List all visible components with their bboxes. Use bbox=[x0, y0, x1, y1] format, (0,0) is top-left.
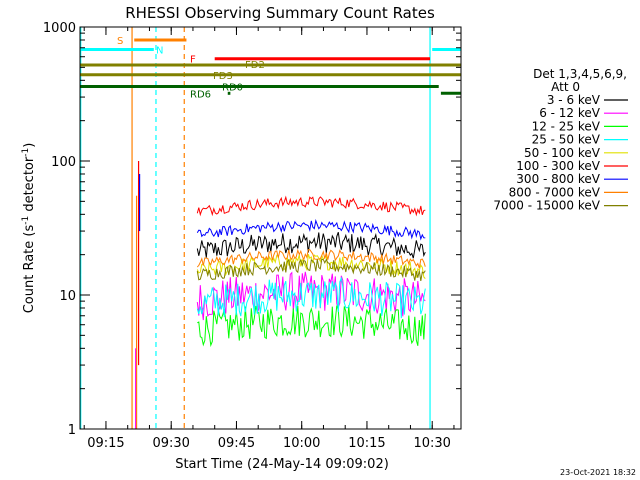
legend-label-7: 800 - 7000 keV bbox=[509, 185, 601, 199]
flag-label-fd3: FD3 bbox=[213, 71, 233, 82]
x-tick-label-2: 09:45 bbox=[218, 436, 255, 451]
legend-label-2: 12 - 25 keV bbox=[532, 119, 601, 133]
series-line-0 bbox=[196, 232, 426, 259]
spike-group bbox=[135, 161, 141, 429]
flag-label-rd0: RD0 bbox=[222, 82, 243, 93]
x-axis-label: Start Time (24-May-14 09:09:02) bbox=[175, 457, 389, 472]
series-line-7 bbox=[196, 248, 426, 269]
legend-label-8: 7000 - 15000 keV bbox=[493, 199, 600, 213]
x-axis: 09:15 09:30 09:45 10:00 10:15 10:30 bbox=[83, 27, 455, 451]
flag-label-rd6: RD6 bbox=[190, 89, 211, 100]
flag-label-f: F bbox=[190, 55, 196, 66]
x-tick-label-5: 10:30 bbox=[413, 436, 450, 451]
legend-label-5: 100 - 300 keV bbox=[516, 159, 600, 173]
x-tick-label-1: 09:30 bbox=[152, 436, 189, 451]
flag-label-n: N bbox=[156, 45, 163, 56]
vertical-markers bbox=[80, 27, 431, 429]
x-tick-label-0: 09:15 bbox=[87, 436, 124, 451]
y-tick-label-3: 1000 bbox=[43, 21, 76, 36]
legend-label-4: 50 - 100 keV bbox=[524, 146, 601, 160]
series-line-5 bbox=[196, 195, 426, 217]
legend-header-1: Det 1,3,4,5,6,9, bbox=[533, 67, 627, 81]
y-axis-label: Count Rate (s-1 detector-1) bbox=[21, 143, 37, 314]
chart-title: RHESSI Observing Summary Count Rates bbox=[125, 4, 435, 22]
y-tick-label-2: 100 bbox=[51, 155, 76, 170]
legend-label-1: 6 - 12 keV bbox=[539, 106, 601, 120]
footer-date: 23-Oct-2021 18:32 bbox=[560, 468, 636, 477]
legend-label-6: 300 - 800 keV bbox=[516, 172, 600, 186]
y-axis: 1 10 100 1000 bbox=[43, 21, 461, 438]
legend-label-0: 3 - 6 keV bbox=[547, 93, 601, 107]
series-group bbox=[196, 195, 426, 348]
legend-header-2: Att 0 bbox=[551, 80, 580, 94]
series-line-2 bbox=[197, 305, 426, 348]
series-line-1 bbox=[196, 271, 426, 321]
plot-frame bbox=[79, 26, 462, 430]
series-line-3 bbox=[196, 276, 426, 319]
legend-label-3: 25 - 50 keV bbox=[532, 133, 601, 147]
flag-label-s: S bbox=[117, 36, 123, 47]
series-line-8 bbox=[196, 258, 426, 281]
flag-label-fd2: FD2 bbox=[245, 60, 265, 71]
x-tick-label-4: 10:15 bbox=[348, 436, 385, 451]
y-tick-label-1: 10 bbox=[59, 289, 76, 304]
y-tick-label-0: 1 bbox=[68, 423, 76, 438]
series-line-6 bbox=[196, 218, 426, 241]
x-tick-label-3: 10:00 bbox=[283, 436, 320, 451]
